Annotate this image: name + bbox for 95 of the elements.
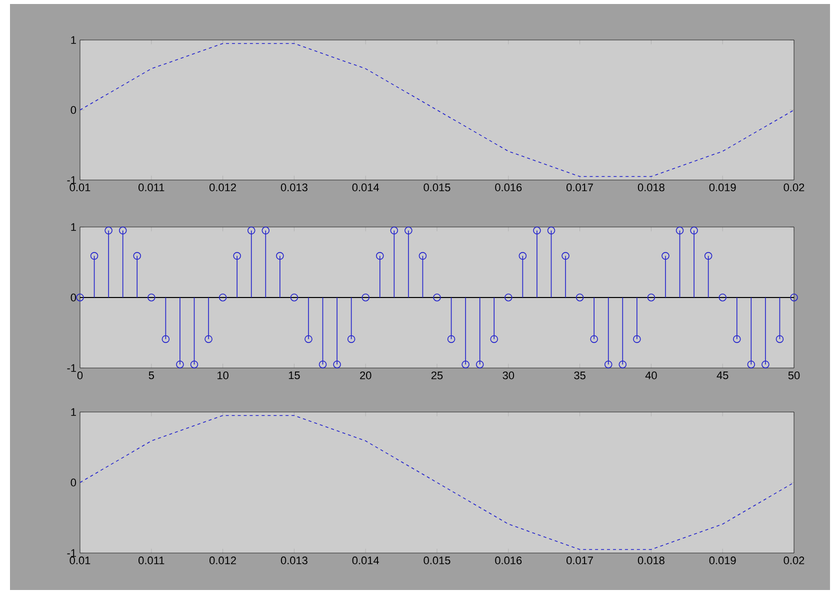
point (204, 335, 212, 343)
point (504, 294, 512, 302)
y-tick-label: -1 (67, 364, 76, 372)
y-tick-label: 1 (71, 223, 76, 231)
point (704, 252, 712, 260)
y-tick-label: 1 (71, 408, 76, 416)
point (233, 252, 241, 260)
x-tick-label: 0.016 (495, 556, 522, 564)
point (118, 226, 127, 234)
x-tick-label: 0.014 (352, 556, 379, 564)
point (490, 335, 498, 343)
point (290, 294, 298, 302)
x-tick-label: 0.011 (138, 556, 164, 564)
x-tick-label: 15 (288, 372, 300, 380)
point (476, 360, 484, 368)
point (533, 226, 541, 234)
point (318, 360, 327, 368)
x-tick-label: 20 (360, 372, 372, 380)
x-tick-label: 0.01 (70, 556, 90, 564)
x-tick-label: 0.017 (566, 556, 593, 564)
point (447, 335, 456, 343)
x-tick-label: 40 (645, 372, 657, 380)
x-tick-label: 0.018 (638, 184, 664, 192)
point (718, 294, 726, 302)
x-tick-label: 0.013 (280, 184, 308, 192)
point (276, 252, 284, 260)
point (404, 226, 412, 234)
point (633, 335, 641, 343)
point (333, 360, 341, 368)
point (518, 252, 527, 260)
point (218, 294, 227, 302)
point (733, 335, 741, 343)
y-tick-label: 0 (70, 478, 76, 486)
point (104, 226, 112, 234)
line-series (80, 43, 794, 177)
point (190, 360, 198, 368)
x-tick-label: 0.013 (280, 556, 308, 564)
x-tick-label: 0.018 (638, 556, 664, 564)
y-tick-label: 0 (70, 294, 76, 302)
x-tick-label: 0.015 (424, 184, 450, 192)
x-tick-label: 25 (431, 372, 443, 380)
point (148, 294, 156, 302)
x-tick-label: 0.012 (210, 184, 236, 192)
x-tick-label: 35 (574, 372, 586, 380)
x-tick-label: 0.019 (709, 556, 736, 564)
point (347, 335, 356, 343)
point (776, 335, 784, 343)
point (418, 252, 427, 260)
x-tick-label: 0.02 (784, 556, 804, 564)
point (576, 294, 584, 302)
point (618, 360, 627, 368)
point (790, 294, 798, 302)
point (90, 252, 98, 260)
point (362, 294, 370, 302)
y-tick-label: -1 (67, 549, 76, 557)
x-tick-label: 5 (148, 372, 154, 380)
y-tick-label: 1 (71, 36, 76, 44)
point (562, 252, 570, 260)
point (762, 360, 770, 368)
point (662, 252, 670, 260)
point (304, 335, 312, 343)
x-tick-label: 0.012 (210, 556, 236, 564)
x-tick-label: 0.015 (424, 556, 450, 564)
point (462, 360, 470, 368)
x-tick-label: 10 (218, 372, 228, 380)
point (747, 360, 756, 368)
x-tick-label: 0.014 (352, 184, 379, 192)
point (162, 335, 170, 343)
x-tick-label: 45 (716, 372, 728, 380)
point (647, 294, 656, 302)
x-tick-label: 0.019 (709, 184, 736, 192)
x-tick-label: 0 (77, 372, 83, 380)
point (676, 226, 684, 234)
y-tick-label: -1 (67, 176, 76, 184)
point (547, 226, 556, 234)
x-tick-label: 0.02 (784, 184, 804, 192)
x-tick-label: 30 (502, 372, 514, 380)
point (376, 252, 384, 260)
point (247, 226, 256, 234)
point (176, 360, 184, 368)
x-tick-label: 50 (788, 372, 800, 380)
point (590, 335, 598, 343)
point (604, 360, 612, 368)
point (262, 226, 270, 234)
point (133, 252, 142, 260)
x-tick-label: 0.01 (70, 184, 90, 192)
point (76, 294, 84, 302)
line-series (80, 415, 794, 550)
point (433, 294, 441, 302)
x-tick-label: 0.016 (495, 184, 522, 192)
point (690, 226, 698, 234)
point (390, 226, 398, 234)
x-tick-label: 0.011 (138, 184, 164, 192)
y-tick-label: 0 (70, 106, 76, 114)
x-tick-label: 0.017 (566, 184, 593, 192)
